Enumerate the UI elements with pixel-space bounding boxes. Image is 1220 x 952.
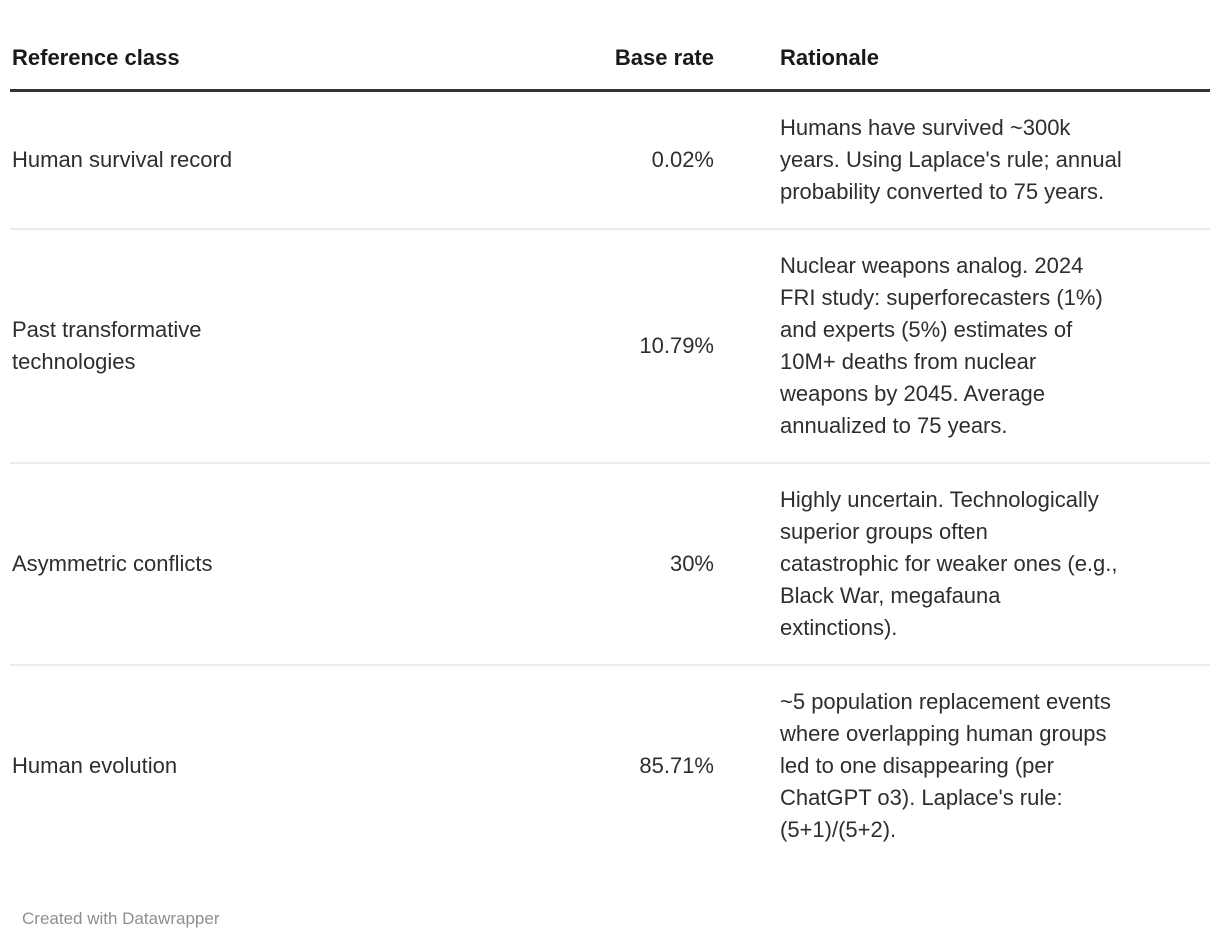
table-row: Past transformative technologies 10.79% … [10, 228, 1210, 463]
attribution-footer: Created with Datawrapper [22, 908, 1210, 930]
cell-base-rate: 30% [290, 462, 714, 665]
cell-reference-class: Past transformative technologies [10, 228, 290, 463]
table-header: Reference class Base rate Rationale [10, 30, 1210, 92]
column-header-base-rate: Base rate [290, 30, 714, 92]
table-row: Human evolution 85.71% ~5 population rep… [10, 664, 1210, 866]
table-page: Reference class Base rate Rationale Huma… [10, 30, 1210, 930]
cell-rationale: Humans have survived ~300k years. Using … [780, 115, 1122, 204]
header-row: Reference class Base rate Rationale [10, 30, 1210, 92]
cell-rationale: ~5 population replacement events where o… [714, 664, 1210, 866]
cell-base-rate: 85.71% [290, 664, 714, 866]
cell-rationale: Nuclear weapons analog. 2024 FRI study: … [714, 228, 1210, 463]
table-row: Asymmetric conflicts 30% Highly uncertai… [10, 462, 1210, 665]
cell-base-rate: 0.02% [651, 147, 714, 172]
datawrapper-credit-link[interactable]: Created with Datawrapper [22, 909, 220, 928]
column-header-reference-class: Reference class [10, 30, 290, 92]
cell-reference-class: Human survival record [12, 147, 233, 172]
reference-class-table: Reference class Base rate Rationale Huma… [10, 30, 1210, 866]
cell-base-rate: 10.79% [290, 228, 714, 463]
cell-rationale: Highly uncertain. Technologically superi… [714, 462, 1210, 665]
table-row: Human survival record 0.02% Humans have … [10, 91, 1210, 230]
cell-reference-class: Asymmetric conflicts [10, 462, 290, 665]
cell-reference-class: Human evolution [10, 664, 290, 866]
table-body: Human survival record 0.02% Humans have … [10, 91, 1210, 866]
column-header-rationale: Rationale [714, 30, 1210, 92]
